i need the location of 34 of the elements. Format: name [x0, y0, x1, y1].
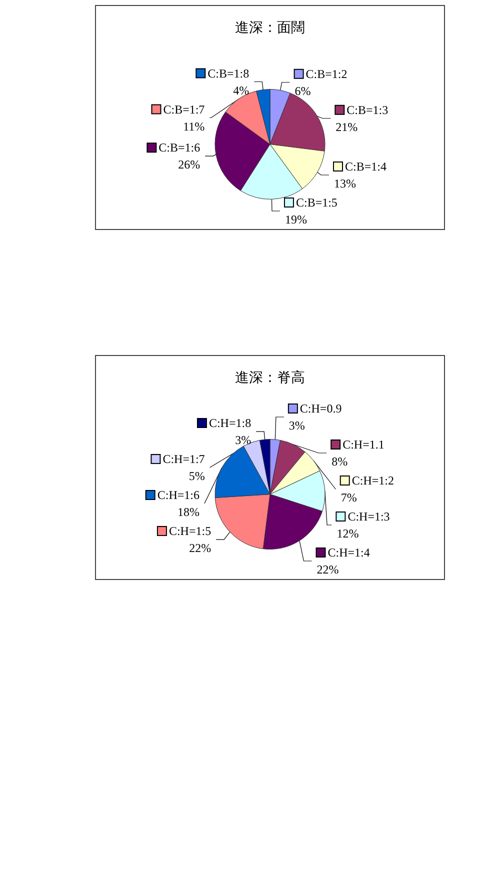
legend-label: C:B=1:6: [156, 140, 200, 155]
legend-label: C:H=1:3: [344, 510, 390, 524]
legend-label: C:H=1:7: [160, 452, 205, 466]
legend-label: C:H=1:2: [348, 474, 394, 488]
legend-label: C:B=1:3: [344, 102, 388, 117]
legend-label: C:H=1:4: [324, 546, 370, 560]
legend-label: C:H=1:6: [154, 488, 200, 502]
data-label: 12%: [336, 526, 359, 540]
data-label: 22%: [316, 562, 339, 576]
data-label: 21%: [336, 120, 358, 134]
legend-label: C:B=1:2: [302, 66, 348, 81]
data-label: 7%: [340, 490, 357, 504]
data-label: 18%: [177, 505, 200, 520]
legend-label: C:B=1:4: [342, 160, 386, 174]
text: 進深：脊高: [235, 370, 305, 386]
data-label: 11%: [183, 119, 205, 134]
legend-label: C:H=1:8: [206, 416, 252, 430]
legend-label: C:H=1:5: [166, 524, 212, 538]
data-label: 22%: [189, 541, 212, 556]
data-label: 5%: [188, 469, 205, 484]
legend-label: C:B=1:7: [160, 102, 205, 116]
legend-label: C:H=1.1: [340, 438, 384, 452]
data-label: 8%: [332, 454, 348, 468]
data-label: 26%: [178, 158, 200, 172]
data-label: 3%: [288, 418, 305, 432]
legend-label: C:H=0.9: [296, 402, 342, 416]
data-label: 13%: [334, 176, 356, 190]
data-label: 4%: [233, 83, 250, 98]
data-label: 19%: [284, 212, 307, 226]
legend-label: C:B=1:5: [292, 196, 338, 210]
legend-label: C:B=1:8: [204, 66, 250, 80]
text: 進深：面闊: [235, 20, 305, 36]
data-label: 3%: [235, 433, 252, 448]
data-label: 6%: [294, 84, 311, 98]
